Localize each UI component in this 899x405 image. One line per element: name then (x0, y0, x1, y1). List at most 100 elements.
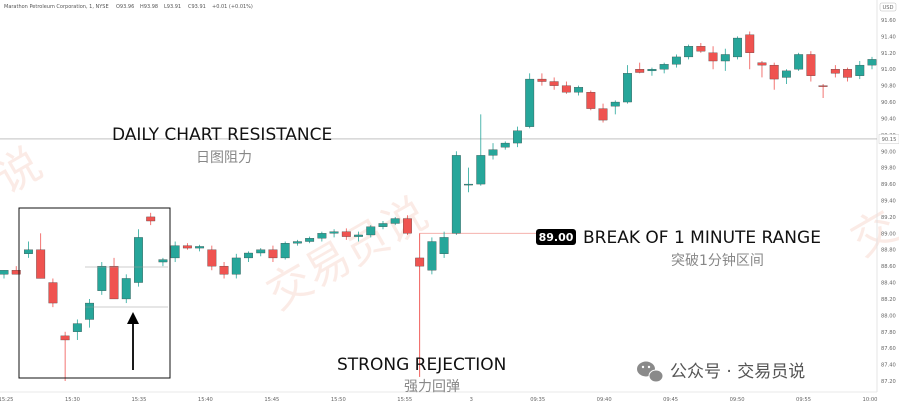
candle (366, 225, 376, 238)
candle (305, 236, 315, 244)
price-tick-label: 91.00 (881, 67, 896, 73)
candle-body-up (647, 69, 657, 72)
price-ticks: 91.6091.4091.2091.0090.8090.6090.4090.20… (881, 18, 896, 385)
price-tick-label: 89.80 (881, 166, 896, 172)
candle (549, 77, 559, 90)
candle (610, 100, 620, 115)
candles (0, 31, 877, 381)
ohlc-high: H93.98 (140, 4, 158, 10)
candle (109, 257, 119, 300)
price-tick-label: 88.40 (881, 281, 896, 287)
symbol-info: Marathon Petroleum Corporation, 1, NYSE (4, 4, 109, 10)
candle (134, 229, 143, 287)
time-tick-label: 15:50 (331, 397, 346, 403)
time-tick-label: 15:45 (264, 397, 279, 403)
candle (97, 262, 107, 295)
candle-body-up (97, 265, 107, 291)
candle (390, 216, 400, 226)
candle (696, 42, 706, 53)
candle (635, 62, 645, 74)
candle (733, 36, 742, 60)
price-tick-label: 90.80 (881, 84, 896, 90)
time-ticks: 15:25 15:30 15:35 15:40 15:45 15:50 15:55 3 09:3… (0, 397, 877, 403)
time-tick-label: 09:55 (796, 397, 811, 403)
inset-zoom-box (18, 207, 171, 379)
currency-badge[interactable] (879, 2, 897, 12)
candle-body-down (769, 64, 779, 80)
wechat-icon (637, 361, 664, 383)
candle (476, 114, 486, 186)
price-tick-label: 88.00 (881, 313, 896, 319)
resistance-annotation-zh: 日图阻力 (196, 150, 252, 166)
candle (24, 241, 33, 258)
time-tick-label: 15:30 (65, 397, 80, 403)
candle-body-up (720, 54, 730, 62)
candle-body-up (500, 142, 510, 148)
price-tick-label: 89.00 (881, 231, 896, 237)
candle-body-down (598, 108, 608, 121)
price-tick-label: 89.20 (881, 215, 896, 221)
price-tick-label: 88.60 (881, 264, 896, 270)
candle (537, 73, 547, 86)
candle (500, 141, 510, 150)
candle (525, 73, 535, 129)
time-tick-label: 09:50 (730, 397, 745, 403)
candle-body-up (121, 278, 131, 300)
branding-text: 公众号 · 交易员说 (670, 362, 805, 382)
candle (329, 229, 339, 238)
candle (85, 298, 95, 328)
price-tick-label: 90.40 (881, 116, 896, 122)
candle-body-down (415, 257, 425, 267)
candle (671, 54, 681, 68)
candle-body-up (280, 243, 290, 259)
candle-body-up (85, 302, 95, 320)
candle-body-down (403, 218, 412, 234)
branding: 公众号 · 交易员说 (637, 361, 805, 383)
candle-body-up (464, 183, 473, 186)
time-tick-label: 10:00 (863, 397, 878, 403)
rejection-annotation: STRONG REJECTION (337, 355, 506, 375)
candle-body-down (745, 34, 755, 53)
candle-body-down (818, 85, 828, 87)
candle-body-up (513, 130, 522, 144)
candle (794, 52, 804, 71)
candle-body-up (659, 64, 669, 70)
price-tick-label: 90.60 (881, 100, 896, 106)
candle-body-up (305, 238, 315, 242)
candle (415, 233, 425, 377)
candle-body-down (268, 249, 278, 259)
candle-body-up (72, 323, 82, 332)
price-axis[interactable]: USD 91.60 91.40 91.20 91.00 90.80 90.60 90.40 9… (876, 0, 897, 392)
currency-label: USD (882, 5, 893, 11)
time-tick-label: 09:35 (530, 397, 545, 403)
candle (867, 56, 877, 70)
candle-body-down (549, 81, 559, 86)
ohlc-close: C93.91 (188, 4, 206, 10)
candle (182, 243, 192, 250)
price-tick-label: 88.80 (881, 248, 896, 254)
resistance-price-tag-label: 90.15 (882, 137, 897, 143)
candle-body-up (671, 56, 681, 65)
candle (354, 231, 363, 242)
candle-body-up (610, 101, 620, 107)
price-tick-label: 87.20 (881, 379, 896, 385)
candle (659, 62, 669, 74)
candle (561, 81, 571, 94)
candle-body-up (366, 226, 376, 236)
up-arrow-icon (127, 312, 139, 324)
time-tick-label: 09:40 (597, 397, 612, 403)
candle-body-up (170, 245, 180, 259)
candle-body-up (439, 237, 449, 254)
candle (231, 253, 241, 279)
break-annotation-zh: 突破1分钟区间 (671, 252, 764, 269)
candle (158, 257, 168, 267)
candle (647, 67, 657, 76)
time-axis[interactable]: 15:25 15:30 15:35 15:40 15:45 15:50 15:55 3 09:3… (0, 391, 877, 403)
candle-body-up (476, 155, 486, 185)
candle-body-up (390, 218, 400, 224)
time-tick-label: 09:45 (663, 397, 678, 403)
rejection-annotation-zh: 强力回弹 (404, 379, 460, 395)
candle (195, 244, 205, 252)
candle-body-up (684, 46, 694, 58)
